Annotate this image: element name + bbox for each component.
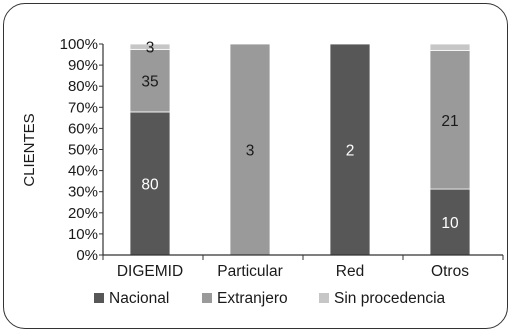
legend-label-nacional: Nacional	[109, 290, 169, 307]
y-axis-ticks: 0% 10% 20% 30% 40% 50% 60% 70% 80% 90% 100%	[60, 36, 103, 264]
axes-group	[102, 44, 504, 260]
y-tick-label-30pct: 30%	[68, 184, 98, 201]
y-tick-label-70pct: 70%	[68, 99, 98, 116]
bars-group: 80 35 3 3 2 10 21	[129, 40, 471, 256]
bar-otros-sin-procedencia	[429, 43, 471, 51]
legend-label-sin-procedencia: Sin procedencia	[334, 290, 446, 307]
legend-swatch-nacional	[94, 293, 104, 303]
data-label-otros-nacional: 10	[441, 215, 459, 232]
bar-otros-nacional	[429, 188, 471, 256]
y-tick-label-60pct: 60%	[68, 120, 98, 137]
x-tick-label-red: Red	[336, 263, 364, 280]
data-label-particular-extranjero: 3	[246, 143, 255, 160]
data-label-digemid-extranjero: 35	[141, 74, 158, 91]
x-tick-label-particular: Particular	[217, 263, 282, 280]
bar-red-nacional	[329, 43, 371, 256]
y-tick-label-90pct: 90%	[68, 57, 98, 74]
y-axis-title: CLIENTES	[21, 113, 38, 186]
data-label-digemid-nacional: 80	[141, 176, 159, 193]
data-label-otros-extranjero: 21	[441, 113, 458, 130]
x-tick-label-digemid: DIGEMID	[117, 263, 183, 280]
y-tick-label-0pct: 0%	[76, 247, 98, 264]
y-axis-title-group: CLIENTES	[21, 113, 38, 186]
y-tick-label-40pct: 40%	[68, 163, 98, 180]
data-label-digemid-sin-procedencia: 3	[146, 40, 155, 57]
bar-particular-extranjero	[229, 43, 271, 256]
bar-digemid-extranjero	[129, 48, 171, 113]
data-label-red-nacional: 2	[346, 143, 355, 160]
bar-digemid-sin-procedencia	[129, 43, 171, 50]
legend-swatch-sin-procedencia	[319, 293, 329, 303]
y-tick-label-80pct: 80%	[68, 78, 98, 95]
legend-label-extranjero: Extranjero	[217, 290, 288, 307]
y-tick-label-50pct: 50%	[68, 142, 98, 159]
bar-digemid-nacional	[129, 111, 171, 256]
x-tick-label-otros: Otros	[431, 263, 469, 280]
legend: Nacional Extranjero Sin procedencia	[94, 290, 446, 307]
y-tick-label-100pct: 100%	[60, 36, 98, 53]
bar-otros-extranjero	[429, 50, 471, 190]
y-tick-label-10pct: 10%	[68, 226, 98, 243]
legend-swatch-extranjero	[202, 293, 212, 303]
x-axis-labels: DIGEMID Particular Red Otros	[117, 263, 469, 280]
y-tick-label-20pct: 20%	[68, 205, 98, 222]
